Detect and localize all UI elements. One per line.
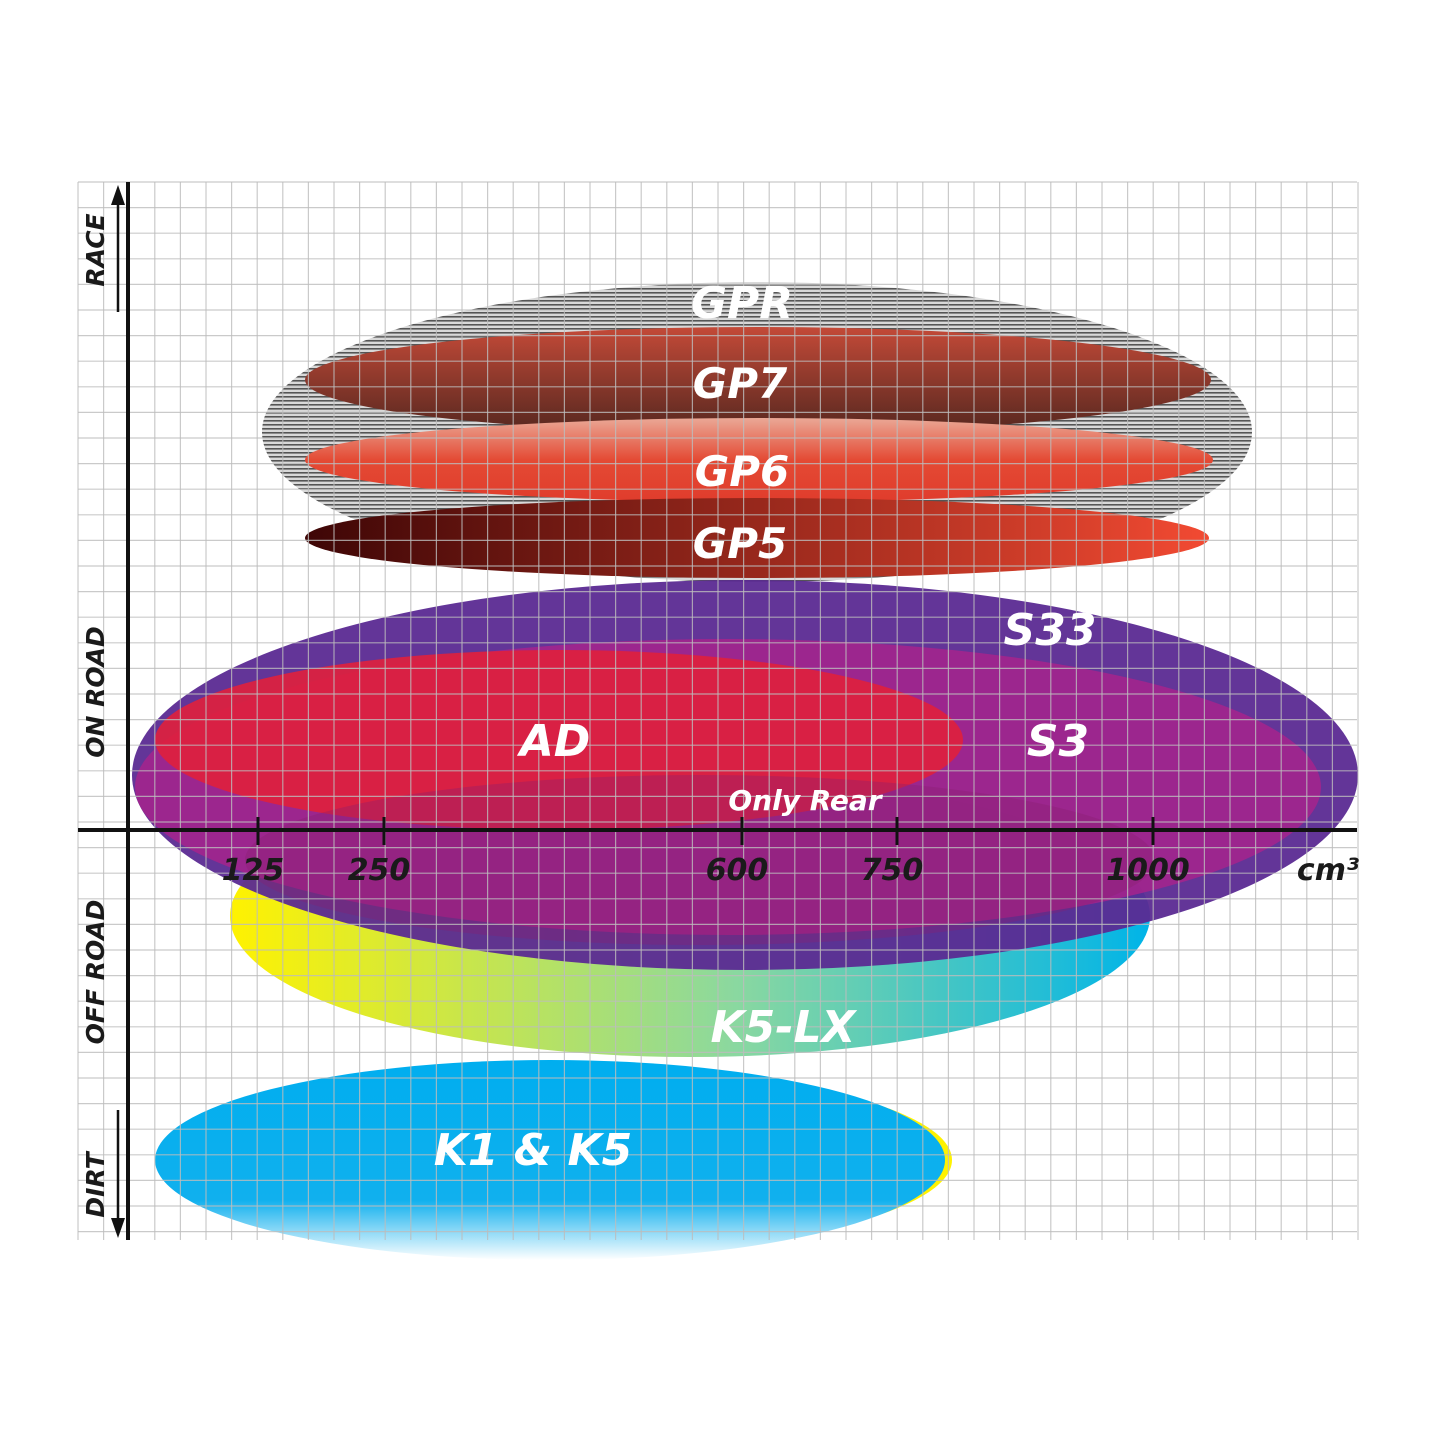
y-category-label: RACE (81, 213, 110, 286)
range-label: S3 (1027, 716, 1089, 767)
y-category-label: ON ROAD (81, 626, 110, 757)
x-tick-label: 1000 (1106, 853, 1190, 888)
range-ad (155, 650, 963, 830)
x-tick-label: 125 (222, 853, 285, 888)
range-label: GP5 (693, 519, 787, 568)
down-arrow-head-icon (111, 1218, 125, 1238)
x-tick-label: 250 (348, 853, 411, 888)
range-only-rear (245, 775, 1155, 945)
range-gp6 (305, 418, 1213, 502)
range-label: K1 & K5 (434, 1125, 632, 1176)
y-category-label: DIRT (81, 1150, 110, 1217)
range-label: GPR (691, 278, 793, 329)
range-label: Only Rear (728, 784, 883, 817)
x-axis-unit: cm³ (1297, 853, 1359, 888)
range-k1-k5 (155, 1060, 945, 1260)
range-gp5 (305, 498, 1209, 578)
range-label: AD (517, 716, 591, 767)
range-label: GP6 (695, 447, 789, 496)
x-tick-label: 600 (706, 853, 769, 888)
y-category-label: OFF ROAD (81, 900, 110, 1045)
up-arrow-head-icon (111, 185, 125, 205)
range-label: GP7 (693, 359, 788, 408)
range-label: S33 (1004, 605, 1097, 656)
range-label: K5-LX (711, 1002, 858, 1053)
range-gp7 (305, 327, 1211, 433)
x-tick-label: 750 (861, 853, 924, 888)
